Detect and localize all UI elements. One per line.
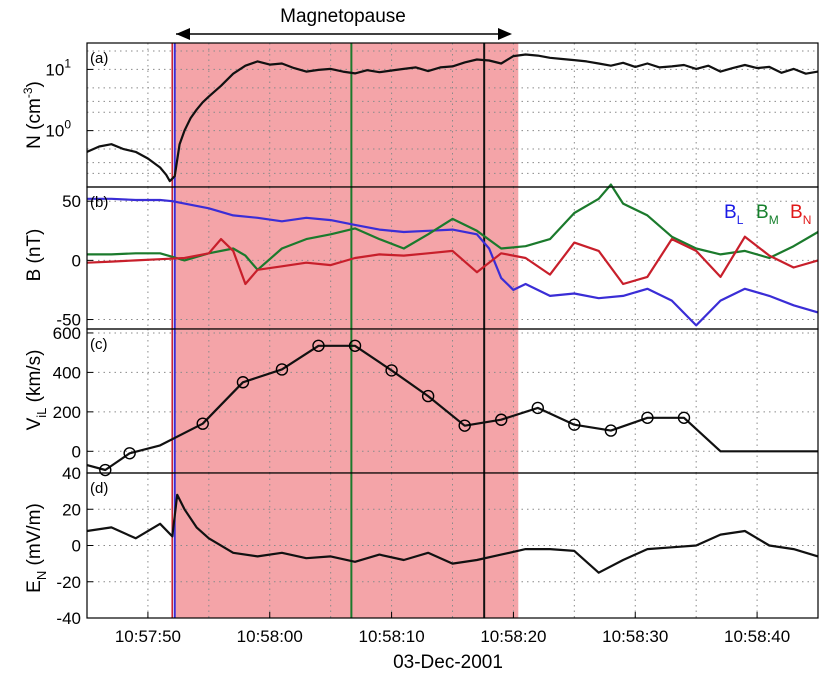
xtick-label: 10:58:10: [358, 627, 424, 646]
panel-tag-b: (b): [90, 194, 108, 211]
data-point-c: [385, 364, 398, 377]
magnetopause-title: Magnetopause: [280, 6, 406, 27]
legend-bl: BL: [724, 202, 744, 227]
ytick-label-d: 0: [72, 537, 81, 556]
series-line-c: [86, 344, 818, 472]
shaded-region-c: [174, 329, 519, 473]
data-point-c: [568, 418, 581, 431]
series-line-BM: [87, 183, 819, 271]
data-point-c: [236, 376, 250, 389]
xtick-label: 10:58:30: [602, 627, 668, 646]
ytick-label-c: 0: [72, 442, 81, 461]
data-point-c: [677, 411, 691, 424]
data-point-c: [196, 417, 209, 430]
ytick-label-b: 0: [72, 251, 81, 270]
data-point-c: [123, 447, 136, 460]
data-point-c: [495, 413, 508, 426]
panel-b: 50 0 -50 (b): [56, 183, 819, 330]
magnetopause-arrow-left-head: [176, 28, 190, 40]
ytick-label-a: 101: [45, 56, 71, 79]
panel-tag-d: (d): [90, 480, 108, 497]
data-point-c: [641, 411, 654, 424]
data-point-c: [421, 389, 435, 403]
ytick-label-d: 40: [62, 464, 81, 483]
ylabel-d: EN (mV/m): [24, 503, 49, 593]
svg-text:B (nT): B (nT): [24, 229, 45, 282]
panel-c: 600 400 200 0 (c): [53, 324, 819, 477]
frame-d: [86, 472, 819, 619]
ytick-label-d: 20: [62, 500, 81, 519]
ylabel-c: ViL (km/s): [24, 350, 49, 431]
data-point-c: [348, 339, 362, 352]
shaded-region-a: [174, 43, 519, 187]
ylabel-a: N (cm-3): [21, 81, 45, 149]
data-point-c: [99, 463, 112, 477]
panel-tag-a: (a): [90, 50, 108, 67]
data-point-c: [458, 419, 471, 432]
series-line-BN: [86, 235, 819, 286]
x-tick-labels: 10:57:50 10:58:00 10:58:10 10:58:20 10:58:30…: [115, 612, 790, 646]
ytick-label-a: 100: [45, 118, 71, 141]
ytick-label-c: 400: [53, 363, 81, 382]
xtick-label: 10:58:00: [237, 627, 303, 646]
legend-b: BL BM BN: [724, 202, 811, 227]
ylabel-b: B (nT): [24, 229, 45, 282]
series-line-d: [86, 493, 819, 574]
svg-text:EN (mV/m): EN (mV/m): [24, 503, 49, 593]
shaded-region-b: [174, 187, 519, 329]
data-point-c: [531, 401, 544, 415]
ytick-label-b: 50: [62, 192, 81, 211]
ytick-label-c: 600: [53, 324, 81, 343]
data-point-c: [312, 339, 325, 352]
series-line-a: [86, 53, 819, 183]
ytick-label-d: -40: [56, 609, 81, 628]
legend-bn: BN: [790, 202, 811, 227]
ytick-label-b: -50: [56, 311, 81, 330]
svg-text:N (cm-3): N (cm-3): [21, 81, 45, 149]
panel-tag-c: (c): [90, 336, 108, 353]
legend-bm: BM: [756, 202, 779, 227]
xtick-label: 10:57:50: [115, 627, 181, 646]
svg-text:ViL (km/s): ViL (km/s): [24, 350, 49, 431]
magnetopause-arrow-right-head: [498, 28, 512, 40]
ytick-label-c: 200: [53, 403, 81, 422]
xtick-label: 10:58:20: [480, 627, 546, 646]
panel-d: 40 20 0 -20 -40 (d): [56, 464, 819, 628]
data-point-c: [275, 363, 289, 376]
date-label: 03-Dec-2001: [393, 652, 503, 673]
xtick-label: 10:58:40: [724, 627, 790, 646]
series-line-BL: [87, 197, 819, 327]
data-point-c: [604, 424, 618, 437]
ytick-label-d: -20: [56, 573, 81, 592]
